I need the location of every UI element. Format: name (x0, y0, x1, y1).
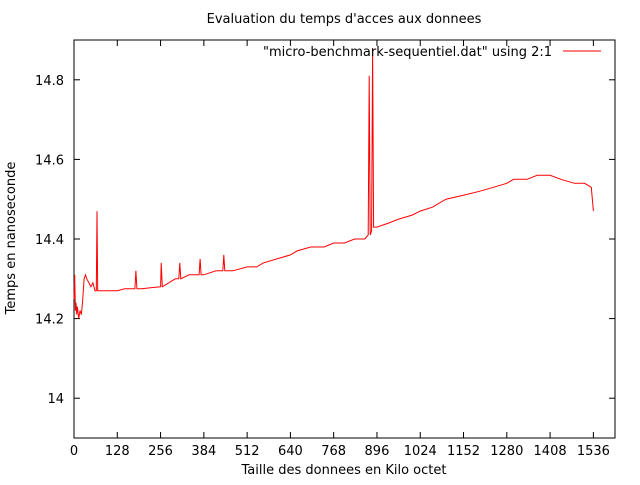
x-axis: 0 128 256 384 512 640 768 896 1024 1152 1280 1408 15… (70, 40, 610, 459)
x-tick-label: 1024 (404, 444, 437, 459)
x-tick-label: 512 (235, 444, 260, 459)
legend-label: "micro-benchmark-sequentiel.dat" using 2… (263, 45, 552, 60)
y-tick-label: 14.6 (35, 153, 64, 168)
legend: "micro-benchmark-sequentiel.dat" using 2… (263, 45, 601, 60)
y-axis: 14 14.2 14.4 14.6 14.8 (35, 74, 615, 407)
x-tick-label: 0 (70, 444, 78, 459)
y-tick-label: 14 (47, 392, 64, 407)
x-tick-label: 256 (148, 444, 173, 459)
y-tick-label: 14.4 (35, 233, 64, 248)
plot-border (73, 39, 616, 439)
x-tick-label: 1152 (447, 444, 480, 459)
x-tick-label: 768 (321, 444, 346, 459)
series-line (73, 47, 594, 319)
y-axis-label: Temps en nanoseconde (4, 162, 19, 316)
x-tick-label: 640 (278, 444, 303, 459)
x-tick-label: 1536 (577, 444, 610, 459)
series-layer (73, 47, 594, 319)
x-tick-label: 896 (365, 444, 390, 459)
x-tick-label: 1408 (534, 444, 567, 459)
x-tick-label: 1280 (490, 444, 523, 459)
y-tick-label: 14.2 (35, 313, 64, 328)
x-tick-label: 128 (105, 444, 130, 459)
y-tick-label: 14.8 (35, 74, 64, 89)
x-tick-label: 384 (191, 444, 216, 459)
chart-title: Evaluation du temps d'acces aux donnees (207, 12, 482, 27)
plot-frame (73, 39, 616, 439)
x-axis-label: Taille des donnees en Kilo octet (241, 463, 447, 478)
